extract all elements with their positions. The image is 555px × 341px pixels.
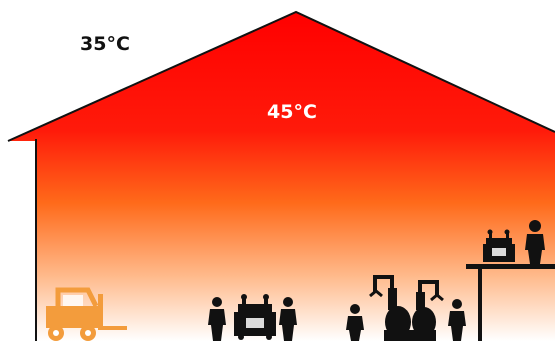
mezzanine-platform xyxy=(466,264,555,341)
person-icon xyxy=(346,304,364,341)
person-icon xyxy=(525,220,545,264)
robot-arm-icon xyxy=(410,280,444,341)
robot-arm-icon xyxy=(369,275,412,341)
warehouse-interior xyxy=(8,12,555,341)
person-icon xyxy=(279,297,297,341)
person-icon xyxy=(208,297,226,341)
packaging-machine-icon xyxy=(234,294,276,340)
packaging-machine-icon xyxy=(483,229,515,262)
inside-temperature-label: 45°C xyxy=(267,101,317,123)
forklift-icon xyxy=(46,287,127,341)
roof-outline xyxy=(7,10,555,142)
outside-temperature-label: 35°C xyxy=(80,33,130,55)
person-icon xyxy=(448,299,466,341)
